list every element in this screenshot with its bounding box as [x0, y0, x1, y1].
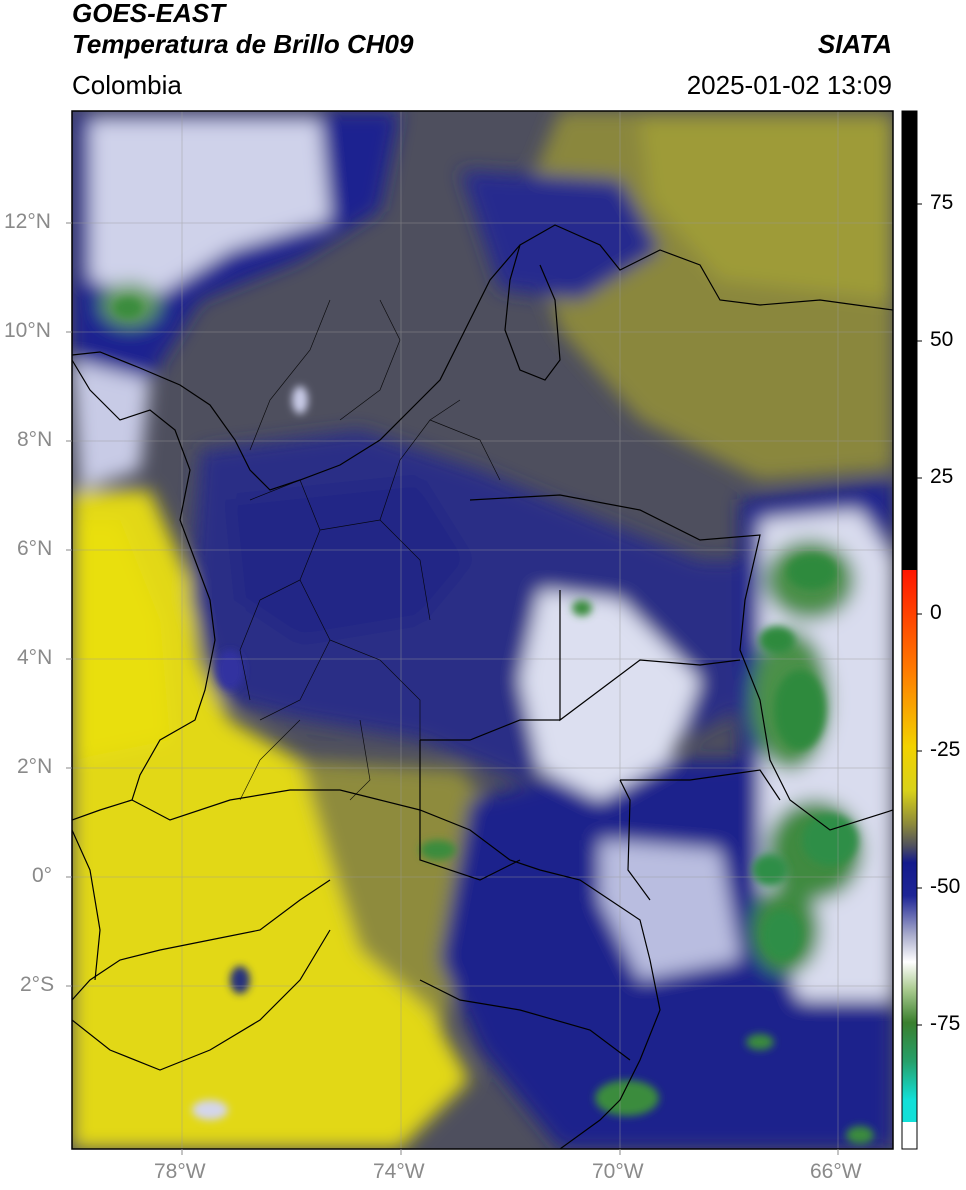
region-label: Colombia — [72, 70, 182, 100]
lat-label: 2°N — [17, 755, 53, 778]
lat-label: 6°N — [17, 537, 53, 560]
colorbar-label: 0 — [930, 601, 942, 624]
lon-label: 78°W — [154, 1160, 206, 1183]
colorbar-label: 25 — [930, 465, 954, 488]
map-frame — [71, 110, 894, 1150]
lat-label: 10°N — [4, 319, 51, 342]
title-line-1: GOES-EAST — [72, 0, 226, 28]
source-label: SIATA — [817, 29, 892, 59]
borders — [72, 224, 893, 1149]
datetime-label: 2025-01-02 13:09 — [686, 70, 892, 100]
lat-label: 12°N — [4, 210, 51, 233]
satellite-image — [72, 111, 893, 1149]
title-line-2: Temperatura de Brillo CH09 — [72, 29, 414, 59]
colorbar-label: 50 — [930, 328, 954, 351]
colorbar — [901, 110, 922, 1150]
lon-label: 66°W — [810, 1160, 862, 1183]
lon-label: 70°W — [592, 1160, 644, 1183]
lat-label: 8°N — [17, 428, 53, 451]
colorbar-label: 75 — [930, 191, 954, 214]
colorbar-label: -50 — [930, 875, 961, 898]
graticule — [72, 111, 893, 1149]
lon-label: 74°W — [373, 1160, 425, 1183]
lat-label: 0° — [32, 864, 53, 887]
colorbar-label: -25 — [930, 738, 961, 761]
lat-label: 4°N — [17, 646, 53, 669]
colorbar-label: -75 — [930, 1012, 961, 1035]
lat-label: 2°S — [20, 973, 55, 996]
axis-ticks — [66, 222, 839, 1155]
department-boundaries — [239, 299, 501, 801]
